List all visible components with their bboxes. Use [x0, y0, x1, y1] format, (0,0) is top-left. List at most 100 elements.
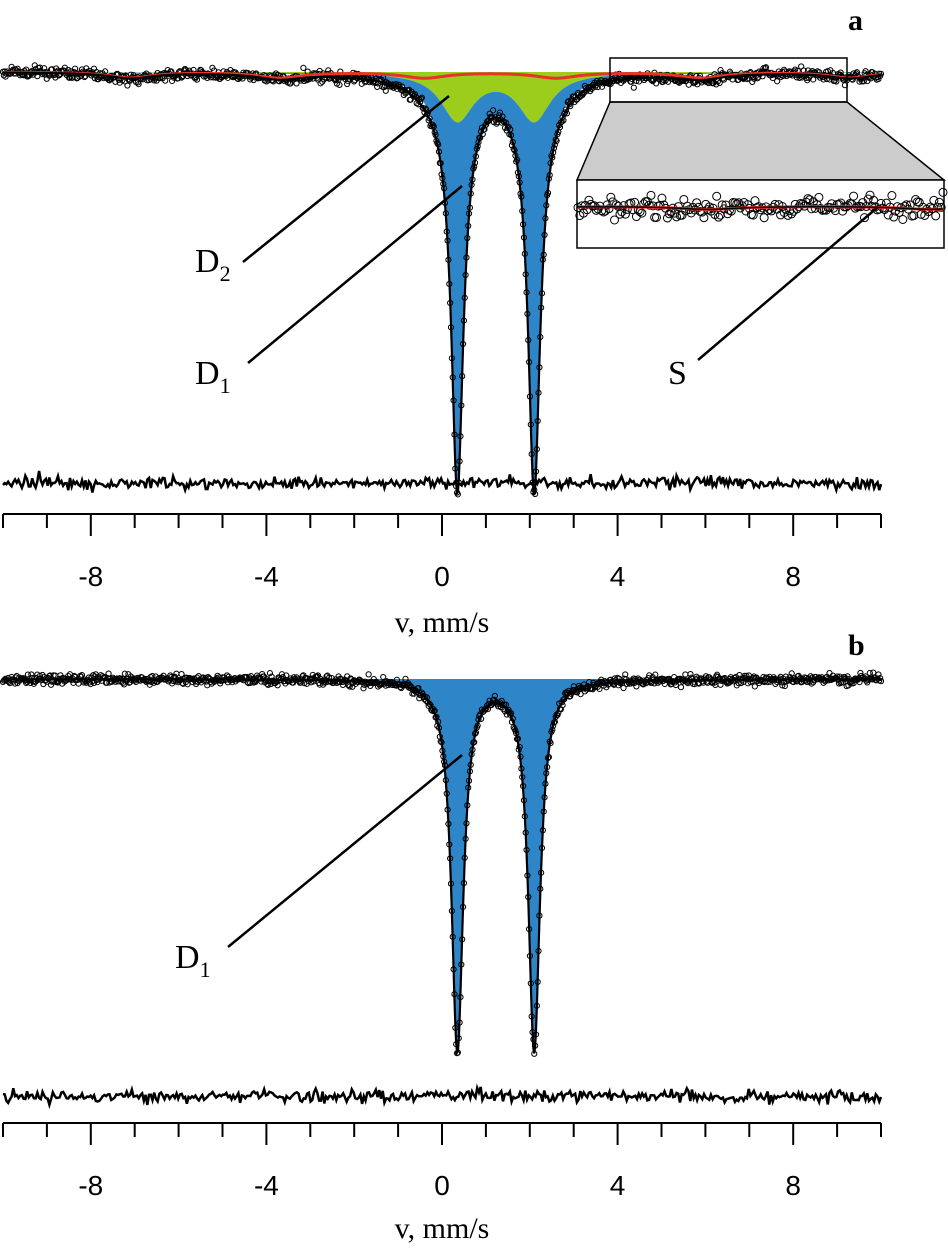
- inset-data-point: [860, 213, 870, 223]
- inset-data-point: [681, 206, 691, 216]
- data-point: [360, 685, 367, 692]
- data-point: [28, 671, 35, 678]
- inset-data-point: [938, 187, 948, 197]
- inset-data-point: [869, 195, 879, 205]
- data-point: [860, 78, 867, 85]
- inset-source-box: [609, 57, 848, 103]
- inset-data-point: [887, 191, 897, 201]
- total-fit-line: [3, 678, 882, 1056]
- data-point: [417, 95, 425, 102]
- data-point: [489, 107, 497, 114]
- inset-data-point: [604, 204, 614, 214]
- data-point: [423, 110, 431, 118]
- inset-data-point: [692, 198, 702, 208]
- total-fit-line: [2, 71, 882, 496]
- data-point: [653, 80, 660, 87]
- data-point: [482, 122, 489, 129]
- inset-data-point: [931, 211, 941, 221]
- data-point: [135, 81, 142, 88]
- tick-label: 0: [434, 1170, 450, 1201]
- inset-data-point: [909, 211, 919, 221]
- panel-b-residual: [2, 1083, 883, 1110]
- data-point: [178, 671, 185, 678]
- inset-data-point: [748, 210, 758, 220]
- data-point: [266, 670, 274, 677]
- data-point: [577, 691, 584, 698]
- data-point: [47, 681, 55, 688]
- inset-data-point: [925, 202, 935, 212]
- inset-data-point: [646, 190, 656, 200]
- data-point: [22, 677, 29, 684]
- data-point: [788, 670, 795, 677]
- inset-data-point: [586, 199, 596, 209]
- data-point: [317, 80, 324, 87]
- panel-b-x-axis: -8 -4 0 4 8: [2, 1122, 882, 1201]
- inset-data-point: [759, 213, 769, 223]
- inset-data-point: [714, 212, 724, 222]
- inset-data-point: [615, 209, 625, 219]
- data-point: [382, 87, 389, 94]
- data-point: [561, 696, 568, 703]
- panel-a-residual: [2, 470, 883, 495]
- leader-line-d1-b: [227, 754, 463, 948]
- data-point: [810, 76, 817, 83]
- inset-fit-line: [577, 206, 944, 211]
- tick-label: 4: [610, 1170, 626, 1201]
- data-point: [278, 671, 286, 678]
- tick-label: 0: [434, 561, 450, 592]
- fill-d2: [3, 72, 881, 123]
- inset-data-point: [611, 200, 621, 210]
- inset-data-point: [787, 209, 797, 219]
- data-point: [71, 65, 79, 72]
- data-point: [336, 81, 343, 89]
- data-point: [300, 64, 307, 72]
- leader-line-s: [697, 206, 879, 361]
- data-point: [596, 685, 603, 693]
- data-point: [41, 65, 48, 72]
- panel-b-data-points: [0, 669, 885, 1057]
- inset-data-point: [644, 200, 654, 210]
- label-d1-a: D1: [195, 355, 231, 398]
- tick-label: 8: [785, 1170, 801, 1201]
- data-point: [365, 671, 372, 678]
- inset-data-point: [849, 191, 859, 201]
- data-point: [265, 677, 273, 685]
- panel-a-x-axis-title: v, mm/s: [395, 606, 490, 639]
- inset-zoom-wedge: [575, 101, 947, 181]
- data-point: [124, 82, 131, 89]
- data-point: [682, 671, 689, 678]
- panel-b-x-axis-title: v, mm/s: [395, 1212, 490, 1245]
- label-s: S: [668, 355, 687, 392]
- panel-a: a -8 -4 0 4 8 v, mm/s D2 D1 S: [0, 4, 948, 639]
- data-point: [779, 682, 786, 689]
- data-point: [870, 669, 877, 676]
- inset-data-point: [620, 209, 630, 219]
- panel-a-x-axis: -8 -4 0 4 8: [2, 513, 882, 592]
- data-point: [751, 683, 758, 690]
- label-d1-b: D1: [175, 939, 211, 982]
- panel-b-letter: b: [848, 629, 865, 662]
- inset-data-point: [803, 194, 813, 204]
- panel-a-fit-lines: [2, 70, 882, 496]
- inset-data-point: [936, 202, 946, 212]
- inset-data-point: [699, 213, 709, 223]
- data-point: [630, 84, 637, 91]
- data-point: [415, 684, 422, 692]
- inset-data-point: [863, 194, 873, 204]
- tick-label: -4: [254, 561, 279, 592]
- inset-data-point: [610, 215, 619, 225]
- inset-data-point: [898, 215, 908, 224]
- inset-data-point: [933, 202, 943, 212]
- inset-data-point: [651, 212, 661, 222]
- data-point: [677, 684, 685, 691]
- data-point: [418, 94, 425, 101]
- data-point: [877, 674, 884, 682]
- inset-data-point: [679, 194, 689, 204]
- tick-label: -8: [78, 561, 103, 592]
- tick-label: -4: [254, 1170, 279, 1201]
- data-point: [402, 675, 409, 682]
- fill-d1: [3, 72, 881, 492]
- data-point: [833, 78, 840, 85]
- data-point: [850, 70, 857, 77]
